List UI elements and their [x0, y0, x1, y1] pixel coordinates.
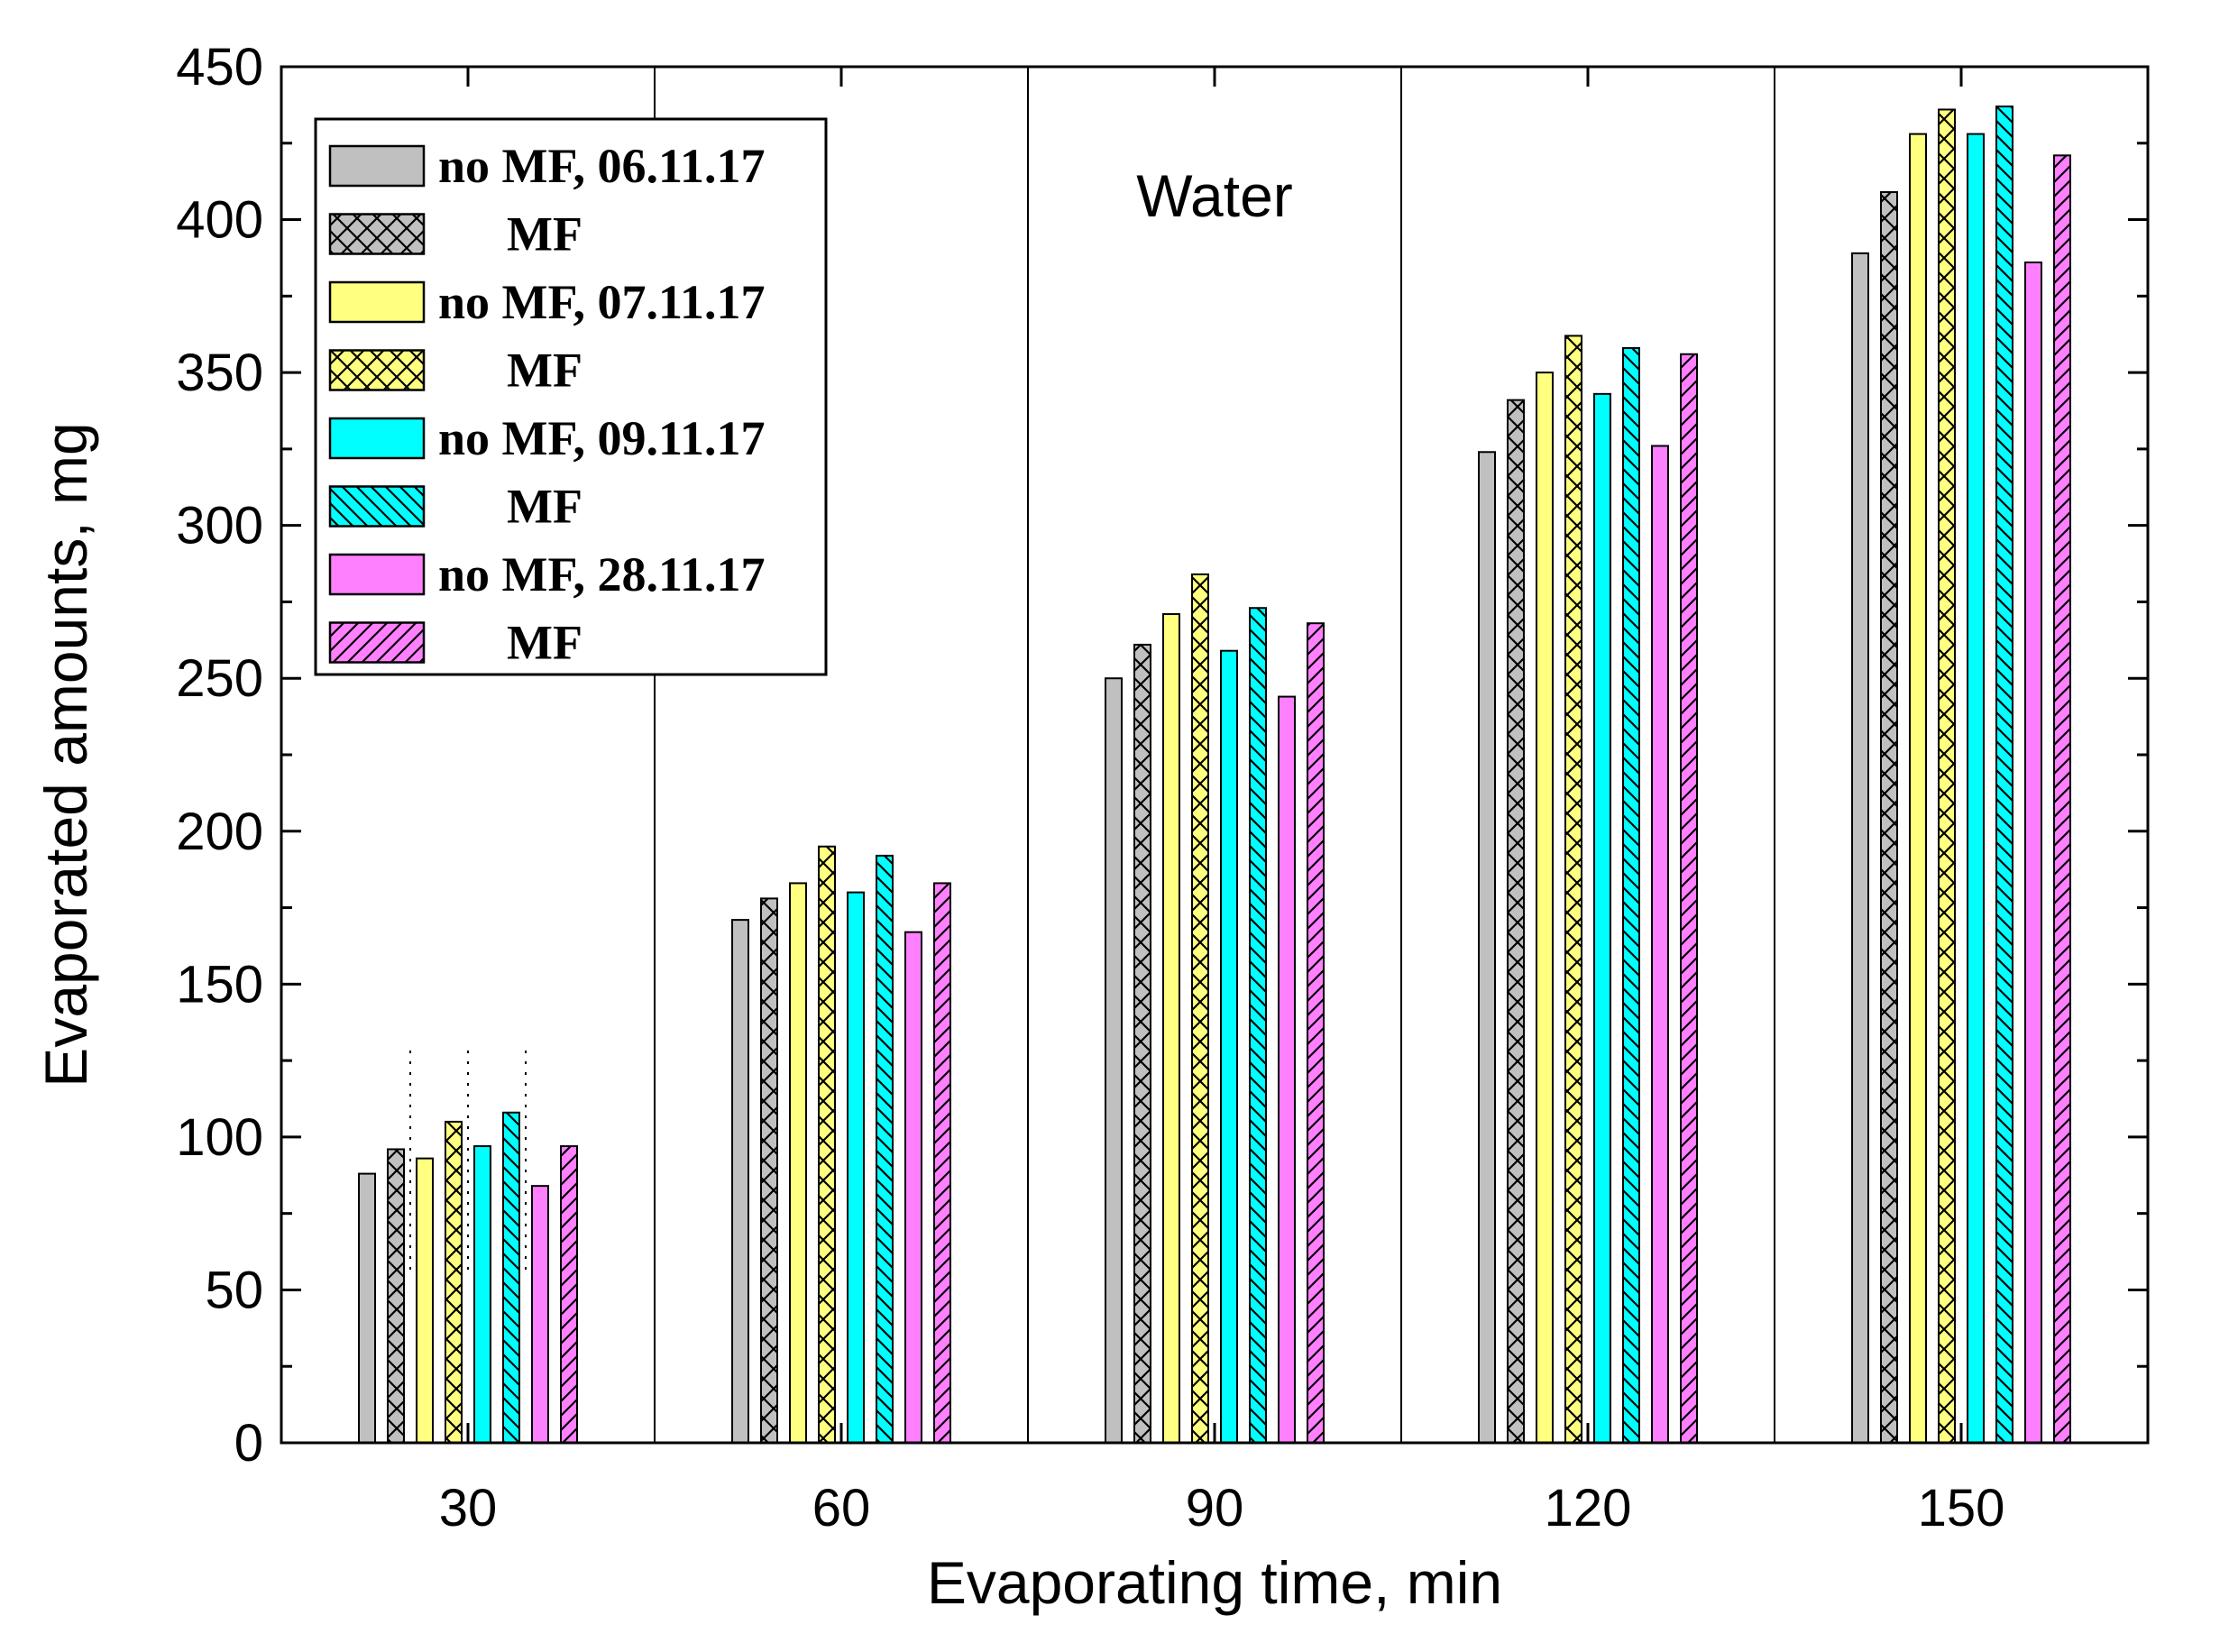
y-tick-label: 400: [176, 191, 263, 250]
bar: [1536, 372, 1554, 1445]
legend-item: no MF, 07.11.17: [328, 275, 766, 329]
legend-label: MF: [507, 616, 582, 670]
legend-label: MF: [507, 344, 582, 398]
x-tick-label: 60: [812, 1479, 871, 1537]
bar: [904, 931, 922, 1444]
x-tick-label: 90: [1186, 1479, 1244, 1537]
bar: [1851, 252, 1869, 1444]
bar: [416, 1157, 434, 1445]
legend-label: no MF, 28.11.17: [438, 547, 766, 601]
legend-item: MF: [328, 480, 582, 534]
legend-label: no MF, 09.11.17: [438, 411, 766, 465]
legend-item: MF: [328, 616, 582, 670]
bar: [1478, 451, 1496, 1444]
category-dividers: [409, 67, 1775, 1443]
y-tick-label: 0: [234, 1414, 263, 1473]
bar: [1995, 106, 2013, 1444]
bar: [1880, 191, 1898, 1445]
x-tick-label: 120: [1545, 1479, 1632, 1537]
bar: [1220, 649, 1238, 1444]
bar: [358, 1172, 376, 1445]
legend-label: MF: [507, 207, 582, 262]
legend-label: MF: [507, 480, 582, 534]
bar: [445, 1120, 463, 1445]
legend: no MF, 06.11.17 MF no MF, 07.11.17 MF no MF,…: [314, 117, 828, 676]
bar: [1909, 133, 1927, 1444]
bar: [1593, 392, 1611, 1444]
bar: [531, 1185, 549, 1444]
bar: [847, 891, 865, 1444]
x-tick-label: 150: [1918, 1479, 2005, 1537]
bar: [1564, 335, 1582, 1445]
bar: [1191, 573, 1209, 1444]
bar: [2053, 154, 2071, 1445]
y-axis-title: Evaporated amounts, mg: [32, 422, 99, 1087]
bar: [1622, 346, 1640, 1445]
bar: [1680, 353, 1698, 1445]
bar: [789, 882, 807, 1444]
bar: [2024, 262, 2042, 1444]
legend-item: no MF, 28.11.17: [328, 547, 766, 601]
y-tick-label: 250: [176, 649, 263, 708]
bar: [760, 897, 778, 1444]
y-tick-label: 200: [176, 803, 263, 861]
bar: [1507, 399, 1525, 1444]
legend-label: no MF, 07.11.17: [438, 275, 766, 329]
bar: [1249, 607, 1267, 1444]
bar: [1307, 622, 1325, 1444]
x-axis-title: Evaporating time, min: [927, 1549, 1502, 1616]
bar: [1938, 108, 1956, 1444]
bar: [1162, 613, 1180, 1444]
bar: [1105, 677, 1123, 1444]
bar: [1278, 695, 1296, 1444]
legend-label: no MF, 06.11.17: [438, 139, 766, 193]
bar: [818, 845, 836, 1444]
y-tick-label: 100: [176, 1108, 263, 1167]
bar: [1651, 445, 1669, 1444]
bars: [358, 106, 2071, 1445]
bar: [387, 1148, 405, 1445]
y-tick-label: 150: [176, 955, 263, 1014]
bar: [502, 1111, 520, 1444]
bar: [473, 1145, 491, 1445]
y-tick-label: 50: [205, 1261, 263, 1319]
bar: [876, 854, 894, 1444]
x-tick-label: 30: [439, 1479, 498, 1537]
axes: 0 50 100 150 200 250 300 350 400 450 30 60 90 120 150: [176, 38, 2150, 1537]
bar: [560, 1145, 578, 1445]
legend-item: no MF, 06.11.17: [328, 139, 766, 193]
chart-annotation: Water: [1136, 162, 1293, 229]
bar: [731, 919, 749, 1444]
legend-item: MF: [328, 207, 582, 262]
y-tick-label: 450: [176, 38, 263, 96]
legend-item: no MF, 09.11.17: [328, 411, 766, 465]
legend-item: MF: [328, 344, 582, 398]
bar: [1133, 643, 1151, 1444]
y-tick-label: 350: [176, 344, 263, 402]
bar: [1967, 133, 1985, 1444]
bar: [933, 882, 951, 1444]
y-tick-label: 300: [176, 497, 263, 555]
